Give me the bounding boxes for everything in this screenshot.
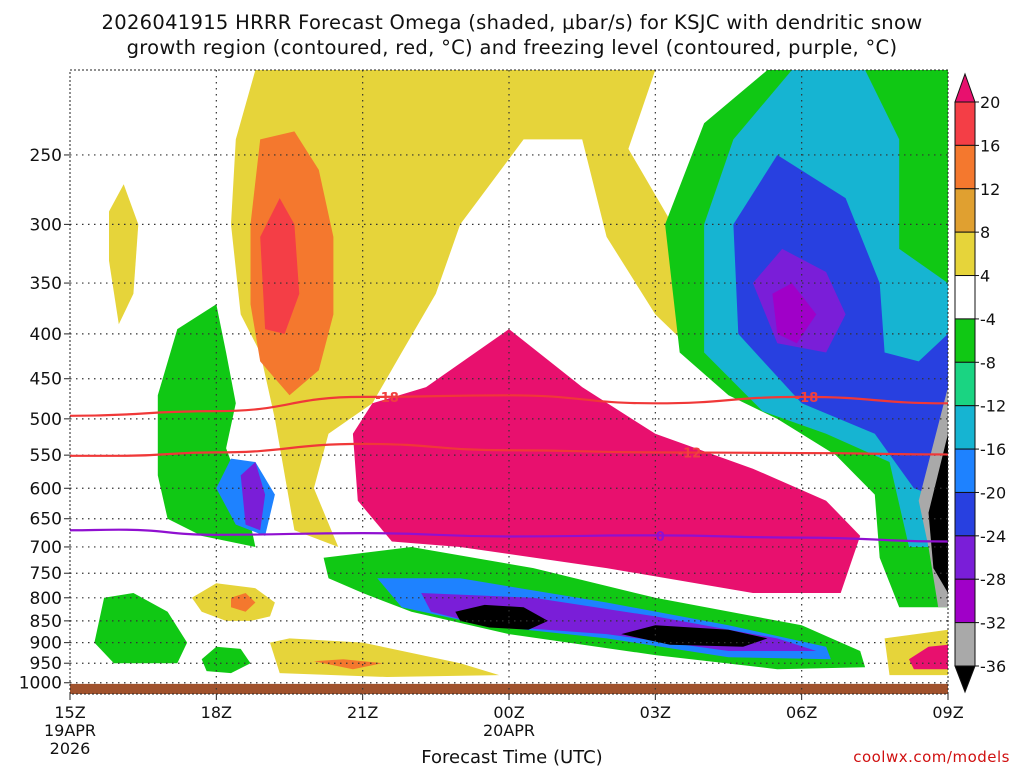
credit-text: coolwx.com/models: [853, 748, 1010, 766]
x-tick-label: 06Z: [786, 703, 817, 722]
colorbar-label: 16: [980, 136, 1000, 155]
colorbar-swatch: [954, 72, 976, 103]
x-tick-label: 09Z: [932, 703, 963, 722]
colorbar-label: -4: [980, 310, 996, 329]
x-tick-label: 03Z: [640, 703, 671, 722]
omega-region-black-low-2: [621, 625, 768, 647]
contour-label: -18: [375, 391, 399, 406]
contour-label: -12: [678, 446, 702, 461]
omega-region-yellow-upper-1: [231, 70, 705, 547]
colorbar-label: -8: [980, 353, 996, 372]
colorbar-swatch: [954, 665, 976, 694]
colorbar-swatch: [954, 275, 976, 320]
y-tick-label: 500: [30, 410, 62, 430]
omega-region-green-small: [201, 646, 251, 674]
contour-label: -18: [795, 391, 819, 406]
contour-freezing-level-0: [70, 528, 948, 543]
colorbar-label: -28: [980, 570, 1006, 589]
contour-label: 0: [656, 530, 665, 545]
y-tick-label: 650: [30, 510, 62, 530]
y-tick-label: 950: [30, 654, 62, 674]
y-tick-label: 250: [30, 146, 62, 166]
y-tick-label: 800: [30, 589, 62, 609]
y-tick-label: 750: [30, 564, 62, 584]
colorbar-swatch: [954, 361, 976, 407]
y-tick-label: 350: [30, 274, 62, 294]
colorbar-swatch: [954, 144, 976, 190]
x-tick-sublabel: 2026: [50, 739, 91, 758]
x-tick-label: 21Z: [347, 703, 378, 722]
y-tick-label: 900: [30, 634, 62, 654]
omega-region-red-cell: [260, 198, 300, 334]
omega-region-yellow-small-plume: [109, 184, 139, 325]
omega-region-violet-right-upper: [772, 283, 817, 344]
y-tick-label: 850: [30, 612, 62, 632]
colorbar-label: -32: [980, 614, 1006, 633]
colorbar-swatch: [954, 405, 976, 450]
colorbar-swatch: [954, 231, 976, 277]
colorbar-label: -12: [980, 397, 1006, 416]
title-line-2: growth region (contoured, red, °C) and f…: [126, 36, 898, 59]
omega-region-blue-right-upper: [733, 155, 948, 501]
omega-region-yellow-upper-2: [582, 70, 656, 170]
omega-region-pink-low-right: [909, 644, 948, 670]
x-tick-label: 00Z: [493, 703, 524, 722]
omega-region-black-low-1: [455, 604, 548, 630]
colorbar-label: -24: [980, 527, 1006, 546]
colorbar-label: 4: [980, 267, 990, 286]
colorbar-label: -20: [980, 483, 1006, 502]
x-tick-label: 18Z: [201, 703, 232, 722]
colorbar-label: 12: [980, 180, 1000, 199]
colorbar-swatch: [954, 318, 976, 363]
chart-title: 2026041915 HRRR Forecast Omega (shaded, …: [0, 10, 1024, 60]
colorbar: 20 16 12 8 4 -4 -8 -12 -16 -20 -24 -28 -32 -36: [954, 72, 1006, 694]
plot-area: -18 -18 -12 0: [70, 70, 948, 694]
omega-region-orange-low-left: [231, 593, 256, 612]
x-tick-sublabel: 20APR: [483, 721, 535, 740]
omega-region-yellow-low-center: [270, 638, 500, 677]
y-tick-label: 400: [30, 325, 62, 345]
colorbar-swatch: [954, 578, 976, 624]
y-tick-label: 450: [30, 370, 62, 390]
colorbar-label: -36: [980, 657, 1006, 676]
colorbar-swatch: [954, 448, 976, 493]
title-line-1: 2026041915 HRRR Forecast Omega (shaded, …: [101, 11, 923, 34]
colorbar-label: 8: [980, 223, 990, 242]
omega-region-black-right: [928, 433, 948, 593]
colorbar-swatch: [954, 101, 976, 146]
contour-dgz--12: [70, 442, 948, 457]
y-tick-label: 700: [30, 538, 62, 558]
y-tick-label: 1000: [19, 674, 62, 694]
contour-dgz--18: [70, 394, 948, 417]
y-tick-label: 300: [30, 215, 62, 235]
colorbar-swatch: [954, 188, 976, 233]
colorbar-swatch: [954, 622, 976, 667]
omega-region-purple-cell: [240, 462, 266, 531]
x-tick-sublabel: 19APR: [44, 721, 96, 740]
omega-region-orange-low-center: [313, 659, 383, 670]
y-tick-label: 550: [30, 446, 62, 466]
omega-region-green-low-left: [94, 593, 188, 664]
colorbar-swatch: [954, 491, 976, 537]
colorbar-label: -16: [980, 440, 1006, 459]
y-tick-label: 600: [30, 479, 62, 499]
colorbar-swatch: [954, 535, 976, 580]
colorbar-label: 20: [980, 93, 1000, 112]
x-tick-label: 15Z: [54, 703, 85, 722]
x-axis-label: Forecast Time (UTC): [421, 747, 603, 768]
